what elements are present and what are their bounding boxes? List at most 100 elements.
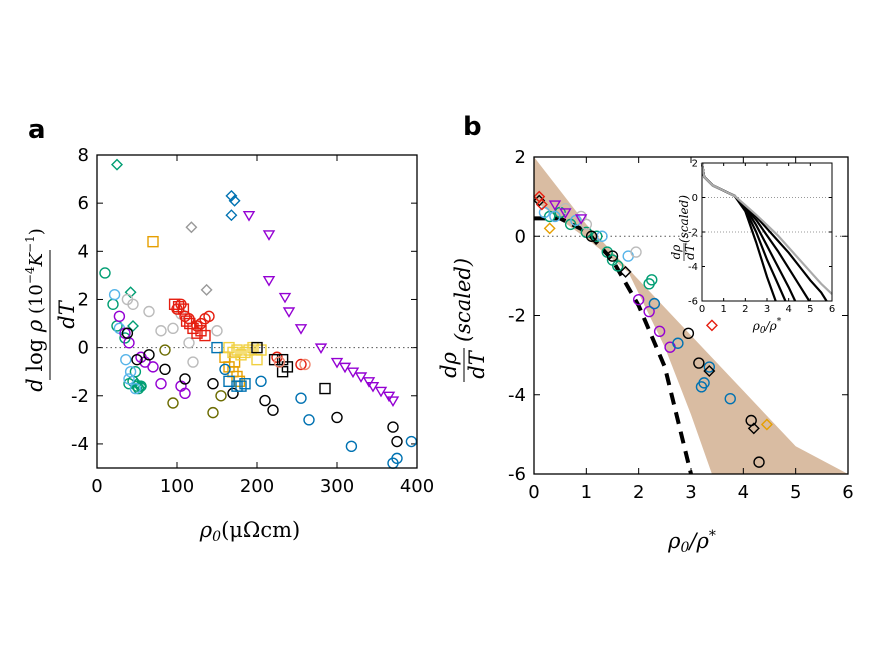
data-point	[131, 380, 143, 392]
plot-frame	[533, 156, 849, 475]
data-point	[179, 373, 191, 385]
y-tick-label: 0	[515, 226, 526, 247]
data-point	[559, 208, 572, 219]
data-point	[251, 341, 263, 354]
data-point	[147, 361, 159, 373]
uncertainty-band	[534, 157, 848, 474]
data-point	[585, 230, 598, 242]
data-point	[391, 435, 403, 448]
x-tick-label: 100	[160, 476, 194, 497]
plot-frame	[96, 154, 418, 469]
data-point	[319, 382, 331, 395]
y-tick-label: 6	[78, 193, 89, 214]
data-point	[267, 404, 279, 416]
x-tick-label: 3	[685, 482, 696, 503]
x-tick-label: 3	[764, 304, 770, 315]
data-point	[703, 364, 716, 377]
x-tick-label: 1	[720, 304, 726, 315]
svg-text:dρ: dρ	[437, 351, 461, 377]
data-point	[682, 327, 695, 340]
data-point	[167, 322, 179, 335]
data-point	[575, 210, 587, 223]
panel-label-a: a	[28, 115, 46, 145]
inset-xlabel: ρ0/ρ*	[752, 317, 782, 336]
data-point	[131, 353, 143, 366]
data-point	[120, 353, 132, 366]
x-tick-label: 0	[699, 304, 705, 315]
x-tick-label: 6	[829, 304, 835, 315]
data-point	[698, 377, 710, 389]
data-point	[143, 305, 155, 318]
panel-b-chart: 0 1 2 3 4 5 6 -6 -4 -2 0 2	[508, 147, 854, 503]
data-point	[177, 303, 190, 315]
data-point	[225, 189, 238, 202]
data-point	[262, 230, 276, 241]
data-point	[207, 378, 219, 390]
data-point	[391, 452, 403, 465]
data-point	[185, 221, 198, 234]
data-point	[705, 319, 718, 332]
data-point	[242, 210, 256, 222]
data-point	[262, 276, 276, 287]
svg-text:dT: dT	[465, 349, 489, 378]
data-point	[129, 382, 142, 395]
panel-b-xlabel: ρ0/ρ*	[667, 528, 716, 556]
data-point	[303, 414, 315, 426]
data-point	[187, 356, 199, 368]
svg-text:dT: dT	[55, 299, 79, 328]
data-point	[127, 298, 139, 310]
data-point	[159, 344, 171, 356]
data-point	[239, 378, 251, 390]
data-point	[646, 274, 658, 286]
x-tick-label: 300	[320, 476, 354, 497]
data-point	[211, 341, 223, 354]
data-point	[251, 353, 263, 366]
y-tick-label: 0	[692, 193, 698, 204]
data-point	[155, 325, 167, 337]
data-point	[121, 327, 134, 339]
data-point	[549, 210, 561, 223]
x-tick-label: 0	[91, 476, 102, 497]
data-point	[331, 411, 343, 424]
data-point	[760, 418, 773, 431]
data-point	[111, 158, 123, 171]
x-tick-label: 2	[633, 482, 644, 503]
data-point	[535, 198, 548, 211]
data-point	[693, 357, 705, 369]
data-point	[180, 315, 193, 327]
data-point	[612, 260, 624, 272]
data-point	[255, 375, 267, 388]
data-point	[147, 235, 159, 248]
y-tick-label: -4	[508, 385, 526, 406]
x-tick-label: 4	[785, 304, 791, 315]
inset-ylabel: dρ dT (scaled)	[669, 195, 697, 261]
x-tick-label: 4	[738, 482, 749, 503]
data-point	[632, 293, 645, 306]
data-point	[387, 421, 399, 433]
svg-text:(scaled): (scaled)	[451, 258, 475, 342]
data-point	[108, 288, 121, 301]
data-point	[255, 344, 267, 356]
data-point	[273, 356, 286, 368]
x-tick-label: 2	[742, 304, 748, 315]
panel-a-chart: 0 100 200 300 400 -4 -2 0 2 4 6 8	[71, 145, 434, 497]
x-tick-label: 6	[842, 482, 853, 503]
data-point	[548, 200, 562, 211]
data-point	[199, 329, 211, 342]
y-tick-label: 2	[692, 159, 698, 170]
panel-b-inset: 0 1 2 3 4 5 6 -6 -4 -2 0 2	[688, 159, 835, 316]
x-tick-label: 0	[528, 482, 539, 503]
data-point	[299, 358, 311, 371]
x-tick-label: 5	[807, 304, 813, 315]
data-point	[574, 214, 588, 225]
data-point	[159, 363, 171, 375]
y-tick-label: -2	[688, 228, 698, 239]
x-tick-label: 1	[581, 482, 592, 503]
y-tick-label: 8	[78, 145, 89, 166]
inset-bg	[702, 163, 832, 301]
svg-text:d log ρ (10−4K−1): d log ρ (10−4K−1)	[23, 228, 47, 392]
data-point	[207, 406, 219, 419]
panel-a-ylabel: d log ρ (10−4K−1) dT	[23, 228, 79, 392]
y-tick-label: -2	[71, 386, 89, 407]
data-point	[606, 250, 619, 262]
